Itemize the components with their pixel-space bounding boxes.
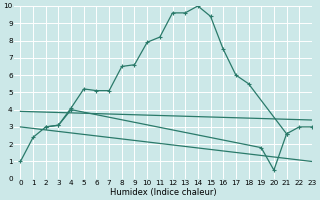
X-axis label: Humidex (Indice chaleur): Humidex (Indice chaleur) (110, 188, 216, 197)
